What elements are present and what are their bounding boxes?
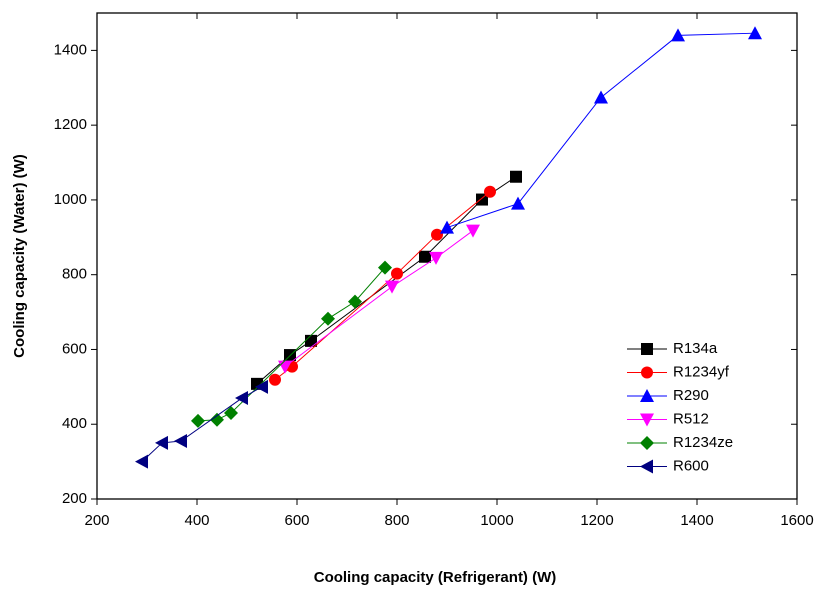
legend-marker xyxy=(640,413,654,427)
legend-label: R1234yf xyxy=(673,363,730,380)
legend-label: R290 xyxy=(673,387,709,404)
plot-frame xyxy=(96,12,798,500)
x-tick-label: 600 xyxy=(284,512,309,529)
legend-label: R134a xyxy=(673,340,718,357)
marker xyxy=(235,391,248,406)
x-tick-label: 1000 xyxy=(480,512,513,529)
marker xyxy=(321,311,335,326)
marker xyxy=(255,379,268,394)
legend-marker xyxy=(641,366,653,379)
y-tick-label: 1000 xyxy=(54,191,87,208)
y-tick-label: 800 xyxy=(62,266,87,283)
y-tick-label: 600 xyxy=(62,340,87,357)
marker xyxy=(511,196,525,210)
marker xyxy=(440,220,454,234)
marker xyxy=(191,413,205,428)
x-axis-label: Cooling capacity (Refrigerant) (W) xyxy=(314,569,557,586)
y-tick-label: 1200 xyxy=(54,116,87,133)
marker xyxy=(348,294,362,309)
marker xyxy=(385,280,399,294)
marker xyxy=(378,260,392,275)
y-tick-label: 400 xyxy=(62,415,87,432)
marker xyxy=(155,435,168,450)
legend-label: R512 xyxy=(673,410,709,427)
y-axis-label: Cooling capacity (Water) (W) xyxy=(11,154,28,358)
x-tick-label: 1400 xyxy=(680,512,713,529)
legend-label: R600 xyxy=(673,457,709,474)
x-tick-label: 1200 xyxy=(580,512,613,529)
marker xyxy=(510,170,522,183)
marker xyxy=(429,251,443,265)
series-line xyxy=(197,267,386,422)
marker xyxy=(269,373,281,386)
y-tick-label: 1400 xyxy=(54,41,87,58)
legend-marker xyxy=(640,436,654,450)
marker xyxy=(305,334,317,347)
y-tick-label: 200 xyxy=(62,490,87,507)
x-tick-label: 400 xyxy=(184,512,209,529)
x-tick-label: 800 xyxy=(384,512,409,529)
marker xyxy=(466,224,480,238)
marker xyxy=(224,406,238,421)
marker xyxy=(210,412,224,427)
legend-marker xyxy=(641,343,653,355)
marker xyxy=(174,434,187,449)
marker xyxy=(671,28,685,42)
marker xyxy=(748,26,762,40)
x-tick-label: 1600 xyxy=(780,512,813,529)
x-tick-label: 200 xyxy=(84,512,109,529)
marker xyxy=(594,90,608,104)
series-line xyxy=(284,230,474,368)
marker xyxy=(419,250,431,263)
series-line xyxy=(274,191,491,381)
marker xyxy=(391,267,403,280)
legend-label: R1234ze xyxy=(673,434,733,451)
marker xyxy=(476,193,488,206)
series-line xyxy=(446,32,756,229)
legend-marker xyxy=(640,389,654,402)
marker xyxy=(484,185,496,198)
legend-marker xyxy=(640,459,653,474)
marker xyxy=(135,454,148,469)
marker xyxy=(431,228,443,241)
